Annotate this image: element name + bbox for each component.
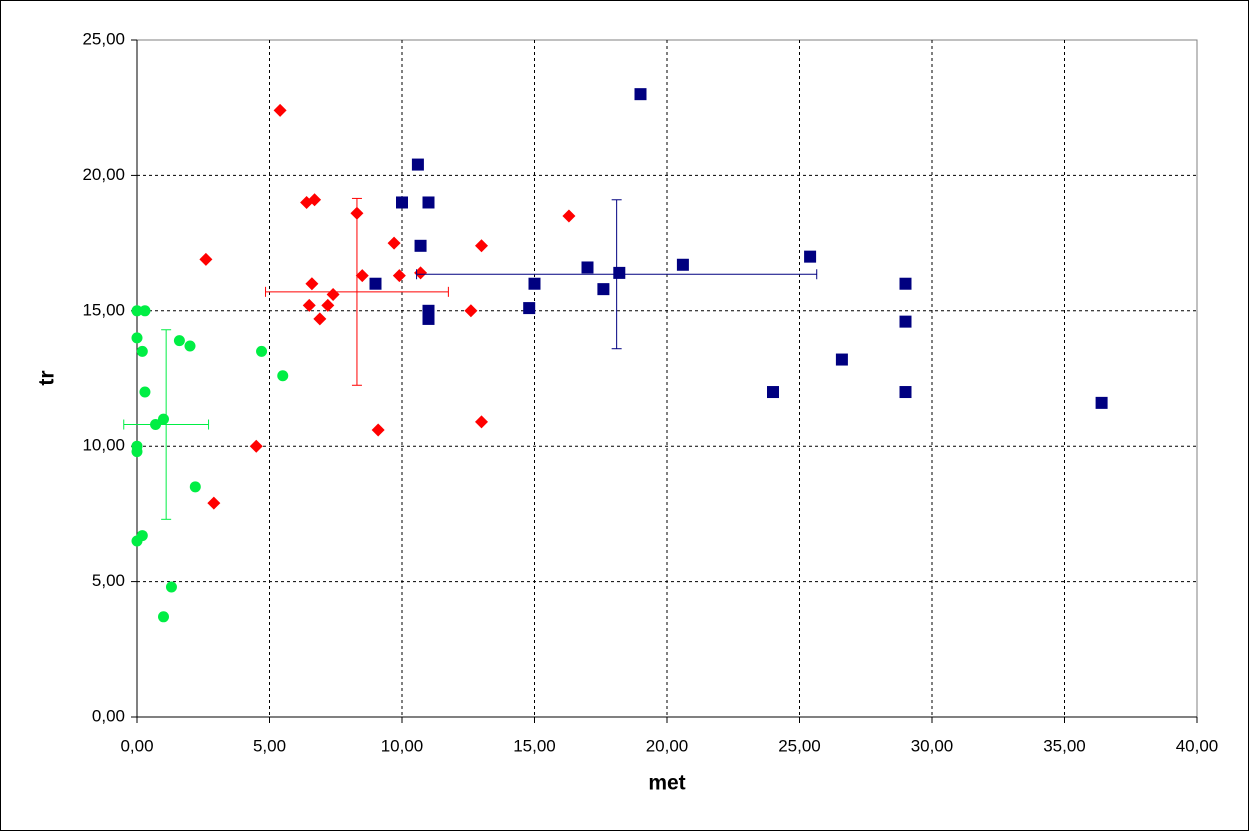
point bbox=[899, 386, 912, 399]
point bbox=[131, 446, 143, 458]
point bbox=[173, 335, 185, 347]
x-tick-label: 20,00 bbox=[646, 736, 689, 755]
point bbox=[422, 312, 435, 325]
point bbox=[387, 236, 401, 250]
point bbox=[369, 277, 382, 290]
point bbox=[414, 239, 427, 252]
point bbox=[131, 332, 143, 344]
point bbox=[528, 277, 541, 290]
point bbox=[139, 386, 151, 398]
point bbox=[277, 370, 289, 382]
point bbox=[308, 193, 322, 207]
y-tick-label: 10,00 bbox=[82, 436, 125, 455]
point bbox=[634, 88, 647, 101]
point bbox=[189, 481, 201, 493]
x-tick-label: 25,00 bbox=[778, 736, 821, 755]
point bbox=[355, 269, 369, 283]
point bbox=[392, 269, 406, 283]
point bbox=[475, 239, 488, 253]
point bbox=[313, 312, 327, 326]
y-axis-title: tr bbox=[36, 370, 59, 385]
x-axis-title: met bbox=[648, 772, 685, 795]
point bbox=[804, 250, 817, 263]
point bbox=[396, 196, 408, 209]
y-tick-label: 15,00 bbox=[82, 300, 125, 319]
point bbox=[899, 315, 912, 328]
point bbox=[302, 298, 316, 312]
point bbox=[136, 530, 148, 542]
point bbox=[411, 158, 424, 171]
point bbox=[273, 103, 287, 117]
point bbox=[184, 340, 196, 352]
y-tick-label: 20,00 bbox=[82, 165, 125, 184]
x-tick-label: 0,00 bbox=[120, 736, 153, 755]
point bbox=[326, 288, 340, 302]
point bbox=[256, 345, 268, 357]
point bbox=[139, 305, 151, 317]
point bbox=[475, 415, 488, 429]
point bbox=[165, 581, 177, 593]
y-tick-label: 0,00 bbox=[92, 706, 125, 725]
point bbox=[613, 266, 626, 279]
point bbox=[767, 386, 779, 399]
point bbox=[597, 283, 610, 296]
x-tick-label: 15,00 bbox=[513, 736, 556, 755]
point bbox=[422, 196, 435, 209]
y-tick-label: 25,00 bbox=[82, 29, 125, 48]
x-tick-label: 40,00 bbox=[1176, 736, 1219, 755]
point bbox=[676, 258, 689, 271]
x-tick-label: 5,00 bbox=[253, 736, 286, 755]
y-tick-label: 5,00 bbox=[92, 571, 125, 590]
point bbox=[199, 252, 213, 266]
point bbox=[414, 266, 428, 280]
point bbox=[371, 423, 385, 437]
point bbox=[136, 345, 148, 357]
point bbox=[1095, 396, 1108, 409]
point bbox=[581, 261, 594, 274]
point bbox=[249, 439, 263, 453]
point bbox=[899, 277, 912, 290]
point bbox=[207, 496, 221, 510]
x-tick-label: 30,00 bbox=[911, 736, 954, 755]
point bbox=[562, 209, 576, 223]
point bbox=[523, 302, 536, 315]
point bbox=[321, 298, 335, 312]
point bbox=[131, 305, 143, 317]
x-tick-label: 10,00 bbox=[381, 736, 424, 755]
point bbox=[305, 277, 319, 291]
point bbox=[158, 611, 169, 623]
point bbox=[464, 304, 478, 318]
x-tick-label: 35,00 bbox=[1043, 736, 1086, 755]
point bbox=[835, 353, 848, 366]
